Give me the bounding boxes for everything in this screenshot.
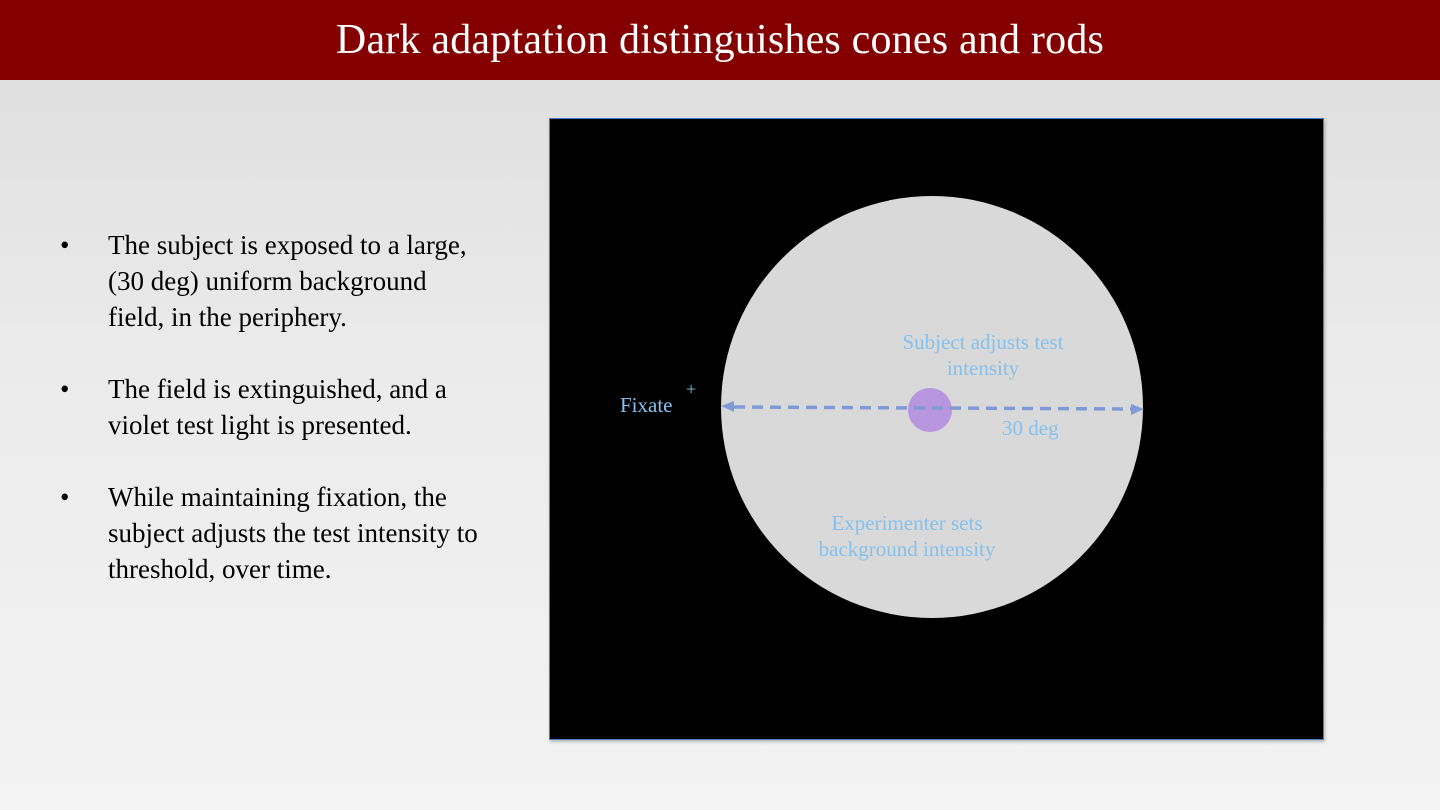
fixation-cross-icon: + xyxy=(686,379,697,399)
diameter-arrow-line xyxy=(733,405,1133,411)
arrow-head-right xyxy=(1131,404,1144,415)
field-size-label: 30 deg xyxy=(1002,416,1059,440)
bullet-marker: • xyxy=(60,230,70,260)
bullet-text: The field is extinguished, and a violet … xyxy=(108,374,447,440)
bullet-marker: • xyxy=(60,482,70,512)
bullet-item: • While maintaining fixation, the subjec… xyxy=(60,479,480,587)
bullet-item: • The subject is exposed to a large, (30… xyxy=(60,227,480,335)
diagram-canvas xyxy=(721,196,1144,618)
test-intensity-label-line2: intensity xyxy=(946,356,1020,380)
background-intensity-label: Experimenter sets background intensity xyxy=(797,510,1017,562)
slide-title: Dark adaptation distinguishes cones and … xyxy=(335,17,1105,63)
test-intensity-label: Subject adjusts test intensity xyxy=(883,329,1083,381)
test-light xyxy=(908,388,952,432)
bullet-text: While maintaining fixation, the subject … xyxy=(108,482,478,584)
background-intensity-label-line1: Experimenter sets xyxy=(831,511,983,535)
background-intensity-label-line2: background intensity xyxy=(818,537,996,561)
dark-adaptation-diagram: + Fixate Subject adjusts test intensity … xyxy=(549,118,1324,740)
bullet-item: • The field is extinguished, and a viole… xyxy=(60,371,480,443)
bullet-text: The subject is exposed to a large, (30 d… xyxy=(108,230,467,332)
fixate-label: Fixate xyxy=(620,393,673,417)
bullet-marker: • xyxy=(60,374,70,404)
bullet-list: • The subject is exposed to a large, (30… xyxy=(60,227,480,623)
title-bar: Dark adaptation distinguishes cones and … xyxy=(0,0,1440,80)
test-intensity-label-line1: Subject adjusts test xyxy=(902,330,1064,354)
arrow-head-left xyxy=(721,401,734,412)
